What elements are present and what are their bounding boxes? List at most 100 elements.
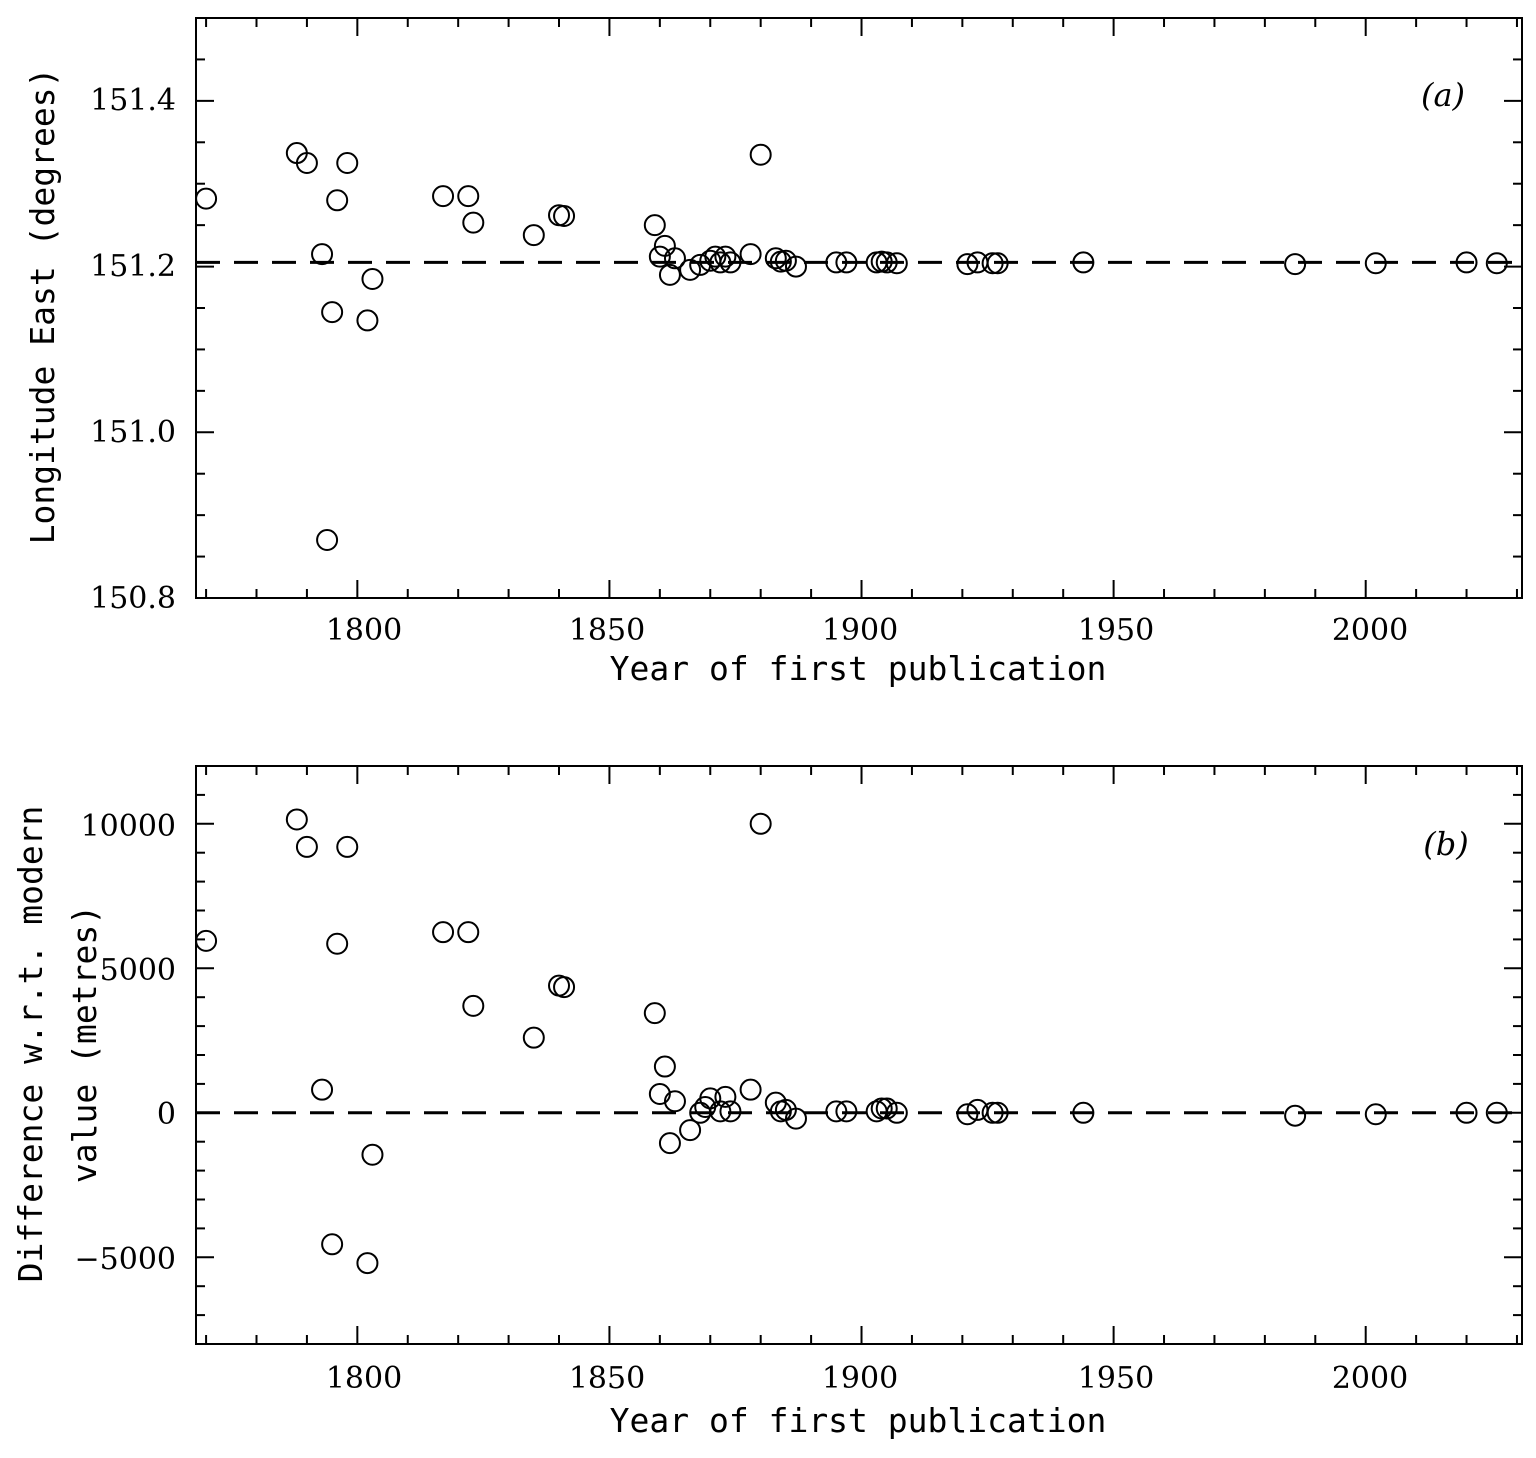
panel-b-x-tick-label-1900: 1900 (822, 1361, 898, 1396)
panel-a-data-point-16 (643, 214, 666, 237)
panel-b-data-point-1 (285, 808, 308, 831)
panel-a-data-point-29 (749, 143, 772, 166)
panel-b-data-point-38 (885, 1101, 908, 1124)
panel-a-data-point-2 (295, 152, 318, 174)
panel-a-x-tick-label-1900: 1900 (822, 613, 898, 648)
panel-b-data-point-9 (432, 921, 455, 944)
panel-b-data-point-15 (643, 1002, 666, 1025)
panel-b-data-point-32 (784, 1107, 807, 1130)
panel-b-data-point-4 (321, 1233, 344, 1256)
panel-b-x-tick-label-1850: 1850 (569, 1361, 645, 1396)
panel-a-data-point-12 (462, 211, 485, 234)
panel-b-data-point-12 (522, 1026, 545, 1049)
panel-b-y-axis-label-line-1: Difference w.r.t. modern (11, 806, 50, 1283)
panel-b-data-point-43 (1072, 1101, 1095, 1124)
panel-b-y-tick-label-neg5000: −5000 (75, 1242, 176, 1277)
panel-a-data-point-43 (986, 252, 1009, 275)
panel-a-data-point-7 (336, 152, 359, 174)
panel-b-data-point-39 (956, 1103, 979, 1126)
panel-b-tag: (b) (1423, 825, 1468, 863)
panel-a-data-point-11 (457, 185, 480, 208)
panel-a-data-point-17 (648, 245, 671, 268)
panel-a-data-point-47 (1455, 251, 1478, 274)
panel-a-x-tick-label-1950: 1950 (1078, 613, 1154, 648)
panel-b-data-point-25 (714, 1085, 737, 1108)
panel-a-data-point-45 (1284, 253, 1307, 276)
panel-a-data-point-46 (1364, 252, 1387, 275)
panel-b-data-point-14 (553, 976, 576, 999)
panel-b-data-point-5 (326, 932, 349, 955)
panel-b-x-tick-label-2000: 2000 (1332, 1361, 1408, 1396)
panel-a-y-tick-label-150-8: 150.8 (90, 581, 176, 616)
panel-a-data-point-25 (709, 251, 732, 274)
panel-b-data-point-16 (648, 1083, 671, 1106)
panel-a-data-point-48 (1485, 252, 1508, 275)
panel-b-data-point-7 (356, 1252, 379, 1275)
panel-b-data-point-17 (653, 1055, 676, 1078)
panel-b-data-point-34 (835, 1100, 858, 1123)
panel-b-x-tick-label-1950: 1950 (1078, 1361, 1154, 1396)
panel-b-y-tick-label-10000: 10000 (81, 809, 176, 844)
panel-a-data-point-35 (835, 251, 858, 274)
panel-a-x-tick-label-1850: 1850 (569, 613, 645, 648)
panel-b-data-point-44 (1284, 1104, 1307, 1127)
panel-b-data-point-8 (361, 1143, 384, 1166)
panel-b-data-point-28 (749, 812, 772, 835)
panel-b-data-point-20 (679, 1119, 702, 1142)
panel-a-data-point-15 (553, 205, 576, 228)
panel-b-data-point-41 (981, 1101, 1004, 1124)
panel-b-data-point-42 (986, 1101, 1009, 1124)
panel-a-ticks (196, 17, 1522, 599)
panel-a-data-point-0 (195, 187, 218, 210)
panel-a-data-point-44 (1072, 251, 1095, 274)
panel-a-data-point-27 (719, 251, 742, 274)
panel-b-data-point-26 (719, 1100, 742, 1123)
panel-b-x-axis-label: Year of first publication (610, 1401, 1107, 1440)
panel-b-data-point-36 (870, 1097, 893, 1120)
panel-b-data-point-6 (336, 835, 359, 858)
panel-b-data-point-19 (663, 1090, 686, 1113)
panel-a-data-point-6 (326, 189, 349, 212)
panel-b-y-tick-label-5000: 5000 (100, 953, 176, 988)
panel-a-y-tick-label-151-4: 151.4 (90, 83, 176, 118)
panel-a-x-tick-label-1800: 1800 (326, 613, 402, 648)
panel-b-data-point-27 (739, 1078, 762, 1101)
panel-a-data-point-39 (885, 252, 908, 275)
panel-a-data-point-40 (956, 253, 979, 276)
panel-a-data-point-21 (679, 258, 702, 281)
panel-a-points (195, 142, 1508, 551)
panel-a-y-tick-label-151-0: 151.0 (90, 415, 176, 450)
panel-b-data-point-18 (658, 1132, 681, 1155)
panel-a-data-point-4 (316, 529, 339, 551)
panel-a-data-point-24 (704, 245, 727, 268)
panel-b-y-axis-label-line-2: value (metres) (65, 905, 104, 1183)
panel-a-data-point-30 (764, 247, 787, 270)
panel-a-data-point-42 (981, 252, 1004, 275)
panel-b-data-point-10 (457, 921, 480, 944)
panel-b-plot-frame (195, 765, 1523, 1345)
panel-a-x-tick-label-2000: 2000 (1332, 613, 1408, 648)
panel-a-y-axis-label: Longitude East (degrees) (23, 68, 62, 545)
panel-b-data-point-47 (1485, 1101, 1508, 1124)
panel-a-data-point-26 (714, 245, 737, 268)
panel-a-tag: (a) (1421, 76, 1465, 114)
panel-a-data-point-34 (825, 251, 848, 274)
panel-a-data-point-20 (663, 247, 686, 270)
panel-a-data-point-8 (356, 309, 379, 332)
panel-a-data-point-3 (311, 243, 334, 266)
panel-b-data-point-3 (311, 1078, 334, 1101)
panel-a-y-tick-label-151-2: 151.2 (90, 249, 176, 284)
panel-b-data-point-2 (295, 835, 318, 858)
panel-a-data-point-10 (432, 185, 455, 208)
panel-b-data-point-37 (875, 1097, 898, 1120)
panel-a-data-point-33 (784, 255, 807, 278)
panel-a-data-point-13 (522, 224, 545, 247)
panel-a-data-point-38 (875, 251, 898, 274)
panel-b-data-point-24 (709, 1100, 732, 1123)
panel-b-data-point-11 (462, 994, 485, 1017)
panel-a-data-point-5 (321, 301, 344, 324)
panel-b-points (195, 808, 1508, 1275)
panel-b-y-tick-label-0: 0 (157, 1097, 176, 1132)
panel-b-ticks (196, 765, 1522, 1345)
panel-a-data-point-9 (361, 268, 384, 290)
